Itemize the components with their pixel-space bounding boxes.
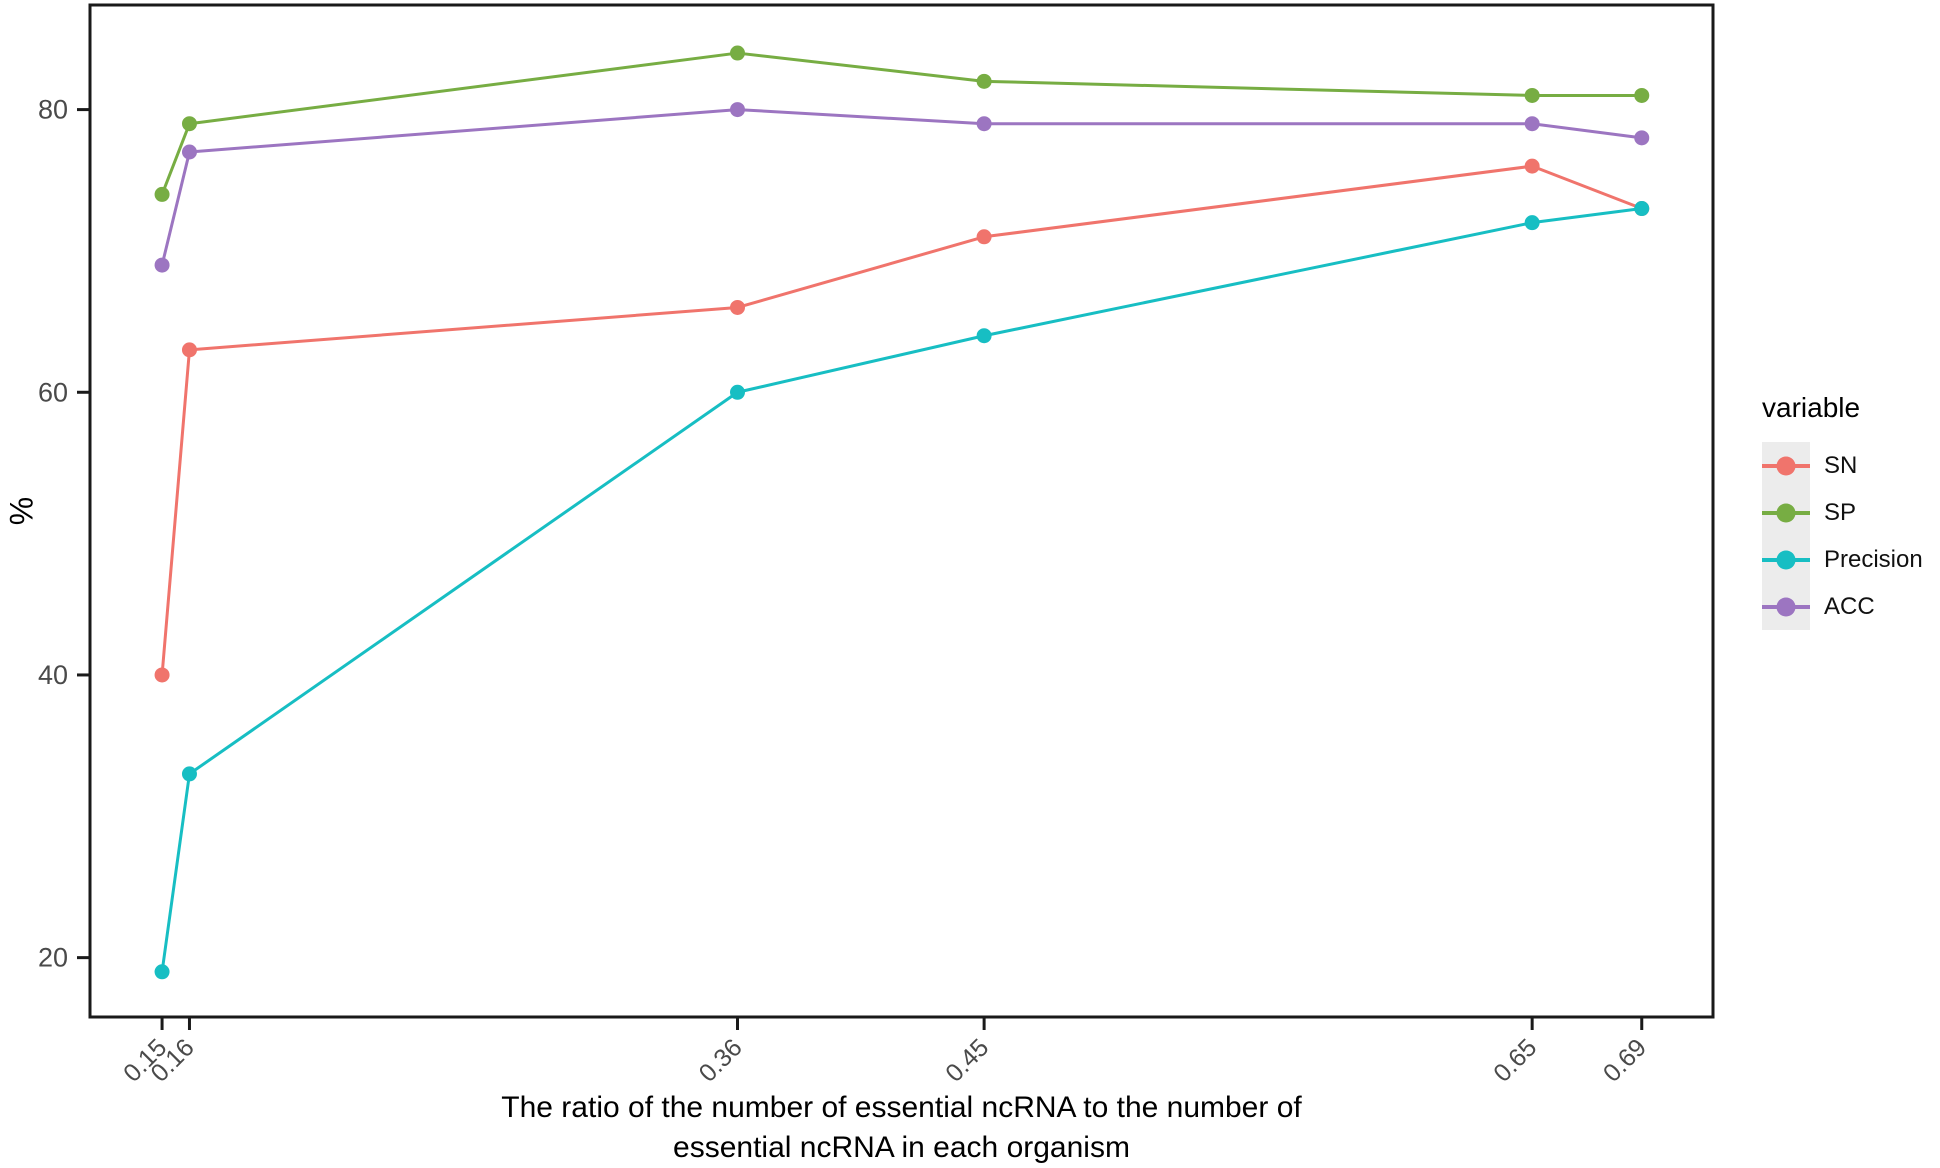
x-axis-title-line1: The ratio of the number of essential ncR… xyxy=(501,1091,1302,1124)
x-tick-label: 0.36 xyxy=(694,1033,748,1087)
legend-dot-swatch xyxy=(1776,503,1796,522)
data-point-sn xyxy=(730,299,746,315)
data-point-acc xyxy=(1524,116,1540,132)
y-tick-label: 60 xyxy=(38,377,68,407)
y-tick-label: 80 xyxy=(38,95,68,125)
y-tick-label: 20 xyxy=(38,943,68,973)
data-point-precision xyxy=(1524,215,1540,231)
data-point-precision xyxy=(154,964,170,980)
legend-item-label: ACC xyxy=(1824,592,1875,620)
legend-items: SN SP Precision ACC xyxy=(1762,442,1923,630)
data-point-precision xyxy=(181,766,197,782)
x-tick-label: 0.45 xyxy=(940,1033,994,1087)
data-point-acc xyxy=(976,116,992,132)
legend-item-label: Precision xyxy=(1824,545,1923,573)
series-line-sp xyxy=(160,51,1644,196)
legend-key-symbol xyxy=(1762,583,1810,630)
legend-key-symbol xyxy=(1762,536,1810,583)
series-line-acc xyxy=(160,108,1644,267)
legend-item-sp: SP xyxy=(1762,489,1923,536)
legend-dot-swatch xyxy=(1776,597,1796,616)
data-point-sp xyxy=(1634,87,1650,103)
data-point-sp xyxy=(1524,87,1540,103)
series-line-precision xyxy=(160,207,1644,974)
data-point-sn xyxy=(154,667,170,683)
data-point-precision xyxy=(976,328,992,344)
data-point-sp xyxy=(976,73,992,89)
plot-panel xyxy=(88,3,1715,1019)
data-point-sn xyxy=(1524,158,1540,174)
data-point-acc xyxy=(154,257,170,273)
y-axis-title: % xyxy=(3,496,40,526)
data-point-sp xyxy=(181,116,197,132)
data-point-acc xyxy=(730,102,746,118)
data-point-sn xyxy=(976,229,992,245)
x-tick-label: 0.65 xyxy=(1488,1033,1542,1087)
x-axis-title: The ratio of the number of essential ncR… xyxy=(90,1088,1713,1168)
data-point-precision xyxy=(730,384,746,400)
legend-item-label: SP xyxy=(1824,498,1857,526)
y-tick-label: 40 xyxy=(38,660,68,690)
data-point-acc xyxy=(1634,130,1650,146)
legend-item-acc: ACC xyxy=(1762,583,1923,630)
data-point-sn xyxy=(181,342,197,358)
data-point-sp xyxy=(154,186,170,202)
legend: variable SN SP Precision ACC xyxy=(1762,392,1923,630)
data-point-acc xyxy=(181,144,197,160)
legend-key-symbol xyxy=(1762,442,1810,489)
legend-item-label: SN xyxy=(1824,451,1858,479)
data-point-precision xyxy=(1634,201,1650,217)
data-point-sp xyxy=(730,45,746,61)
legend-dot-swatch xyxy=(1776,550,1796,569)
x-tick-label: 0.69 xyxy=(1598,1033,1652,1087)
legend-dot-swatch xyxy=(1776,456,1796,475)
legend-item-precision: Precision xyxy=(1762,536,1923,583)
legend-item-sn: SN xyxy=(1762,442,1923,489)
legend-key-symbol xyxy=(1762,489,1810,536)
series-line-sn xyxy=(160,164,1644,677)
x-axis-title-line2: essential ncRNA in each organism xyxy=(673,1131,1130,1164)
legend-title: variable xyxy=(1762,392,1861,423)
